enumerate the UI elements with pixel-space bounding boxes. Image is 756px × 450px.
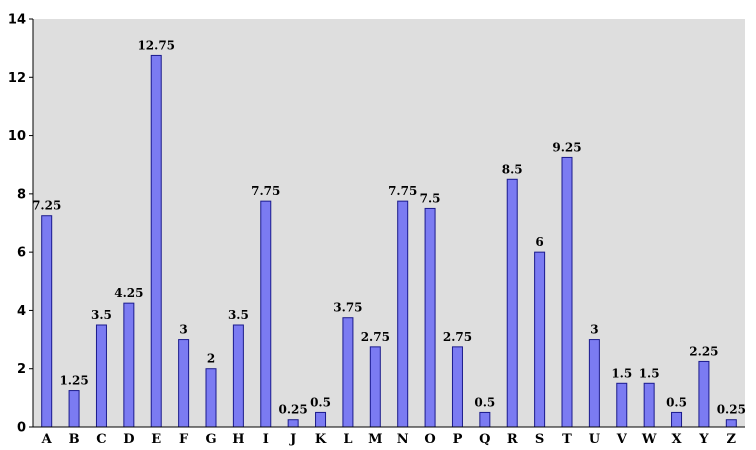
bar-d [123,302,135,428]
data-label-m: 2.75 [361,330,390,344]
y-tick-label: 2 [17,362,26,377]
bar-m [369,346,381,428]
data-label-w: 1.5 [639,366,660,380]
data-label-r: 8.5 [502,162,523,176]
bar-l [342,317,354,428]
data-label-j: 0.25 [279,403,308,417]
x-category-label: K [315,432,327,447]
data-label-h: 3.5 [228,308,249,322]
bar-x [671,411,683,428]
y-tick-label: 8 [17,187,26,202]
data-label-y: 2.25 [689,344,718,358]
data-label-b: 1.25 [59,374,88,388]
y-axis-ticks: 0 2 4 6 8 10 12 14 [8,13,33,436]
x-category-label: R [507,432,518,447]
data-label-i: 7.75 [251,184,280,198]
data-label-d: 4.25 [114,286,143,300]
x-category-label: P [453,432,463,447]
data-label-s: 6 [535,235,543,249]
data-label-n: 7.75 [388,184,417,198]
data-label-e: 12.75 [137,38,175,52]
bar-q [479,411,491,428]
x-category-label: B [69,432,80,447]
data-label-q: 0.5 [474,395,495,409]
y-tick-label: 14 [8,13,26,28]
bar-h [232,324,244,428]
x-category-label: I [263,432,269,447]
data-label-v: 1.5 [611,366,632,380]
bar-z [725,419,737,428]
x-category-label: H [232,432,244,447]
data-label-c: 3.5 [91,308,112,322]
bar-p [451,346,463,428]
data-label-o: 7.5 [420,191,441,205]
data-labels: 7.251.253.54.2512.75323.57.750.250.53.75… [32,38,746,416]
data-label-p: 2.75 [443,330,472,344]
data-label-u: 3 [590,323,598,337]
bar-u [588,339,600,428]
x-category-label: F [179,432,189,447]
bar-o [424,207,436,428]
data-label-k: 0.5 [310,395,331,409]
x-category-label: D [123,432,134,447]
x-category-label: S [535,432,544,447]
bar-f [178,339,190,428]
x-category-label: Y [698,432,709,447]
data-label-t: 9.25 [552,140,581,154]
bar-j [287,419,299,428]
bar-w [643,382,655,428]
x-category-label: X [671,432,682,447]
x-category-label: N [397,432,409,447]
bar-y [698,360,710,428]
y-tick-label: 0 [17,421,26,436]
bar-c [95,324,107,428]
bar-i [260,200,272,428]
x-category-label: V [616,432,628,447]
bar-s [534,251,546,428]
x-category-label: O [424,432,435,447]
bar-b [68,390,80,428]
y-tick-label: 10 [8,129,26,144]
data-label-l: 3.75 [333,301,362,315]
x-category-label: G [205,432,216,447]
x-category-label: J [289,432,296,447]
x-category-label: W [641,432,657,447]
x-category-label: Q [479,432,490,447]
y-tick-label: 4 [17,304,26,319]
bar-r [506,178,518,428]
x-category-label: M [368,432,382,447]
bar-n [397,200,409,428]
x-category-label: L [343,432,352,447]
bar-a [41,215,53,428]
data-label-g: 2 [207,352,215,366]
x-category-label: U [589,432,601,447]
x-category-label: E [151,432,161,447]
bar-t [561,156,573,428]
y-tick-label: 6 [17,246,26,261]
y-tick-label: 12 [8,71,26,86]
data-label-x: 0.5 [666,395,687,409]
data-label-a: 7.25 [32,199,61,213]
x-category-label: Z [727,432,737,447]
bar-v [616,382,628,428]
x-category-label: A [41,432,53,447]
bar-g [205,368,217,428]
data-label-z: 0.25 [717,403,746,417]
bar-e [150,54,162,428]
x-category-label: T [562,432,572,447]
x-category-label: C [96,432,106,447]
data-label-f: 3 [179,323,187,337]
bar-k [315,411,327,428]
